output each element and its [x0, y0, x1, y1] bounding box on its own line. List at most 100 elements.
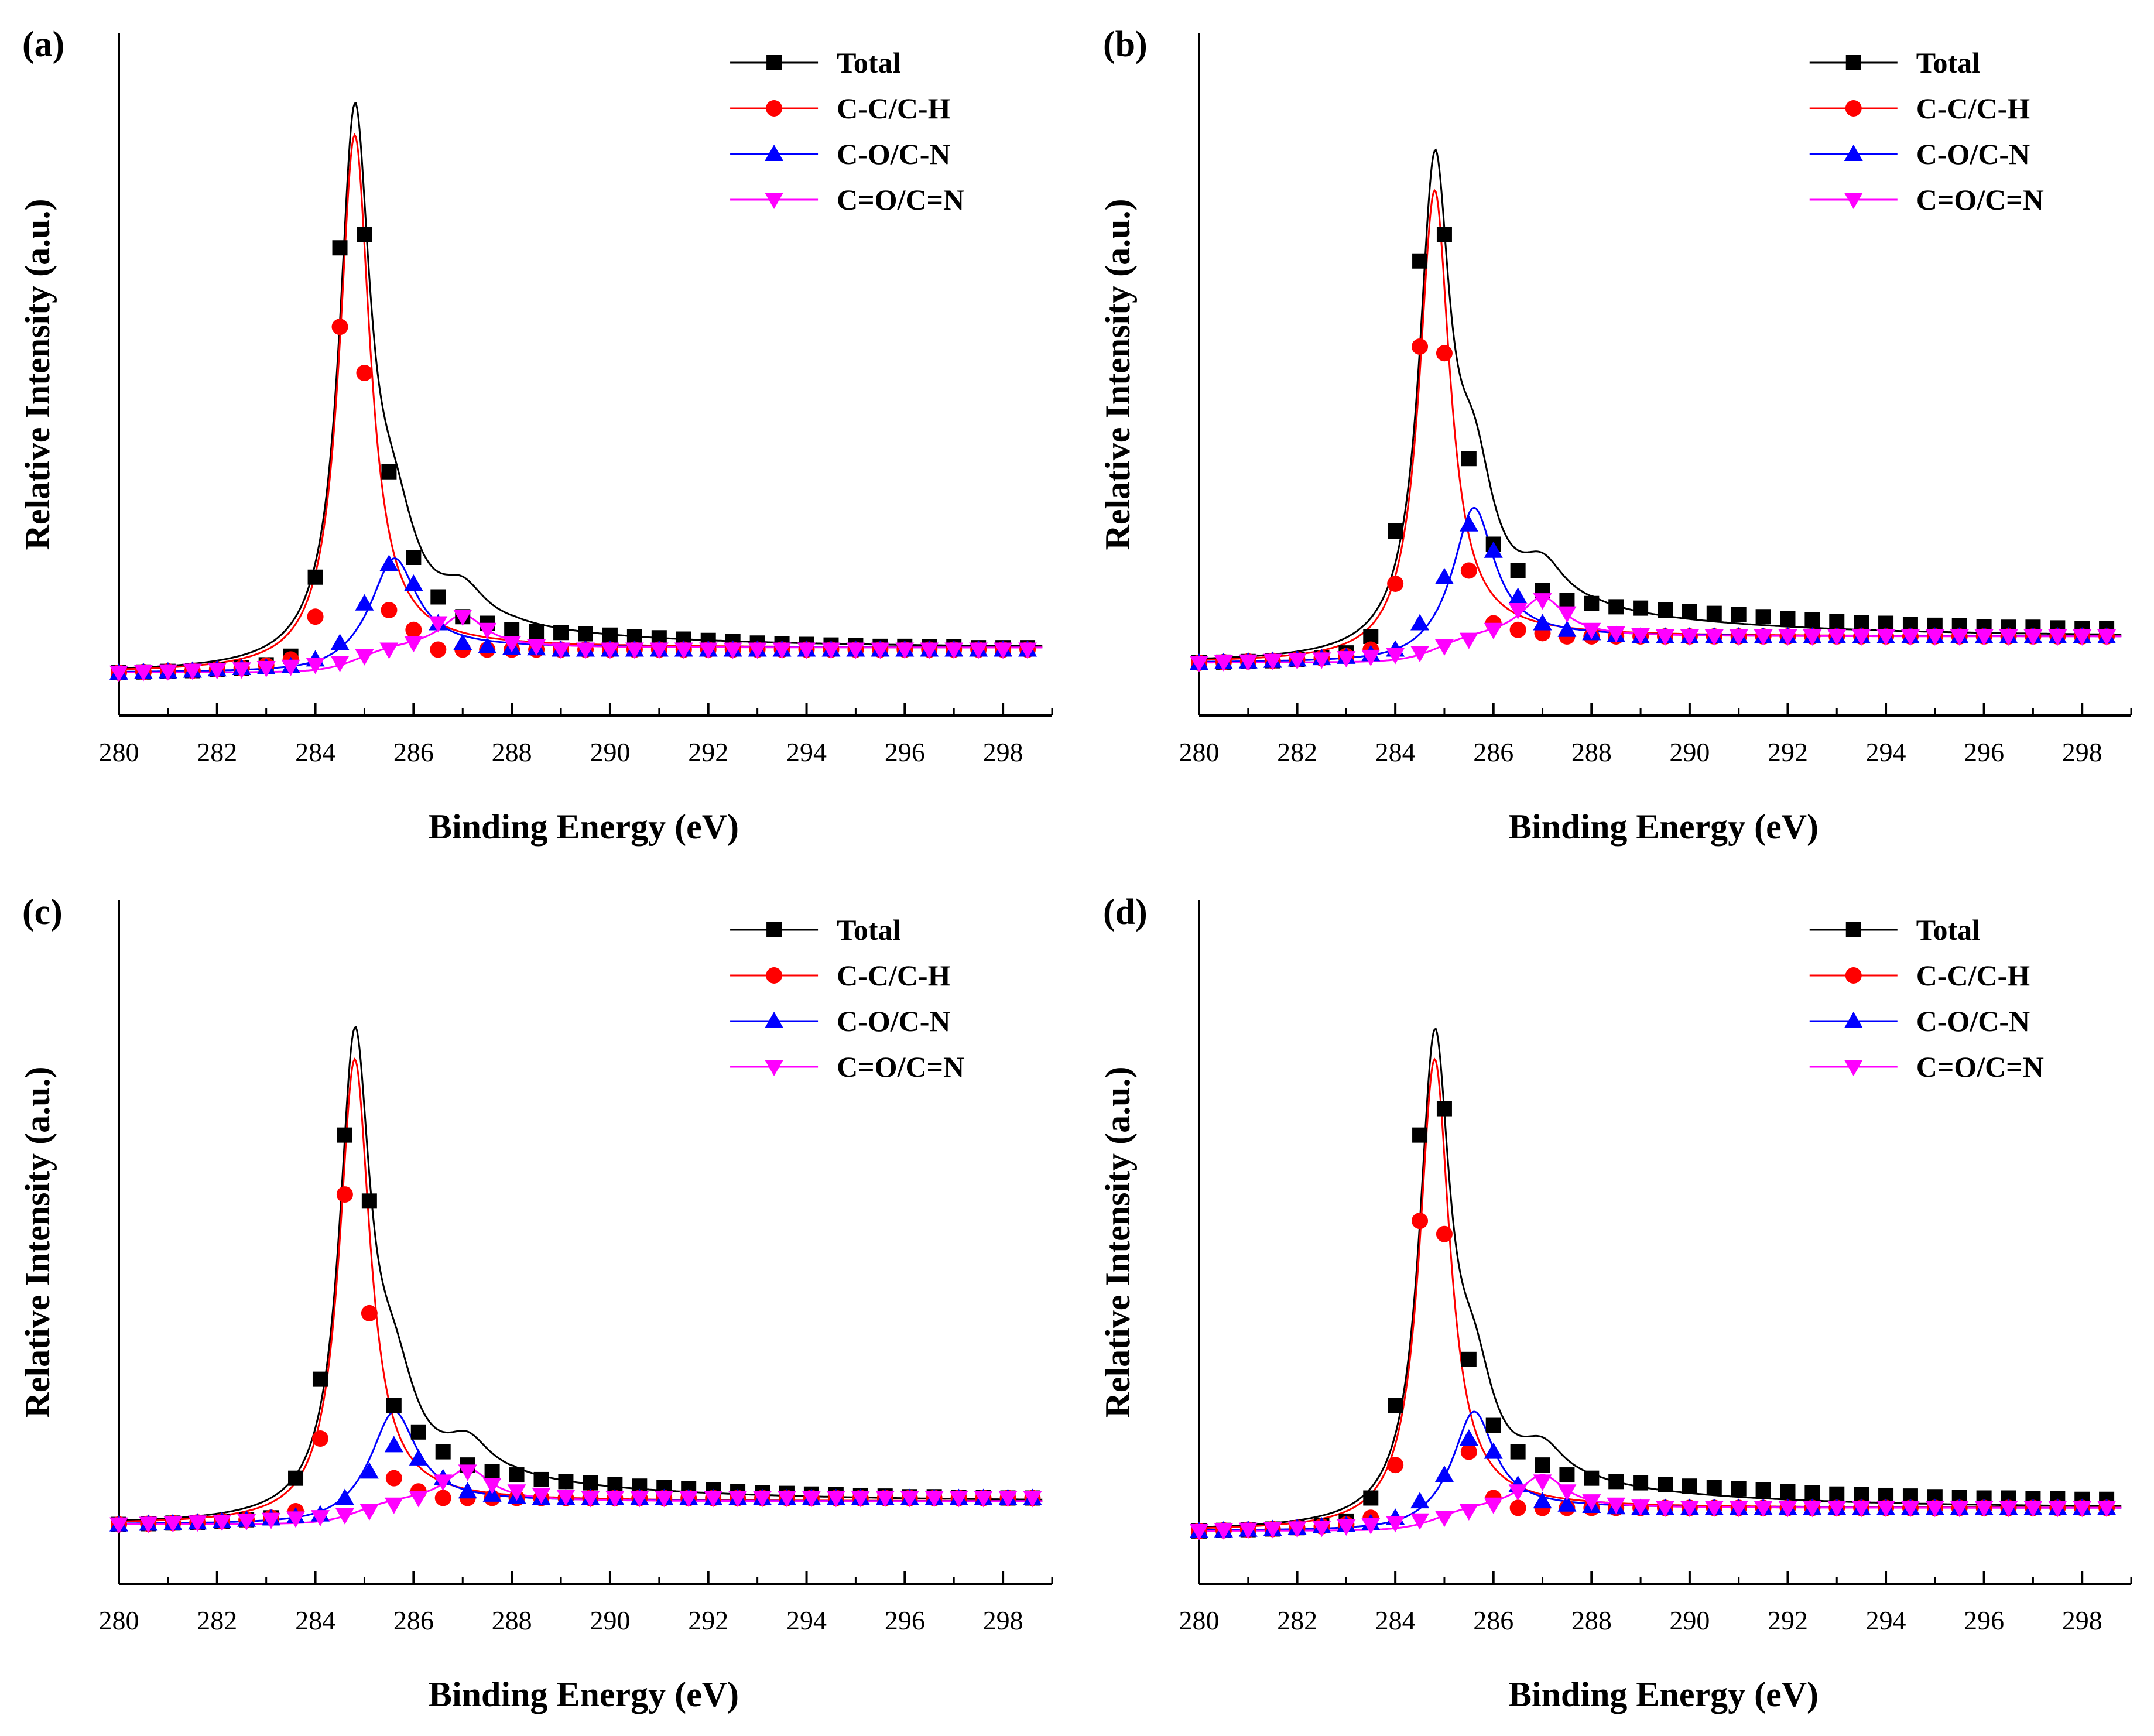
legend-label: C=O/C=N	[837, 183, 964, 216]
x-tick-label: 292	[1768, 1605, 1808, 1635]
data-point-c-o-c-n	[1459, 515, 1478, 532]
data-point-total	[1535, 1457, 1550, 1473]
series-line-total	[118, 1026, 1043, 1522]
data-point-c-o-c-n	[1876, 1501, 1896, 1518]
x-tick-label: 294	[1866, 737, 1906, 767]
legend-marker	[766, 100, 783, 117]
data-point-c-o-c-n	[1533, 614, 1552, 631]
data-point-c-o-c-n	[1484, 541, 1503, 558]
data-point-c-o-c-n	[2023, 629, 2043, 646]
data-point-c-o-c-n	[183, 663, 202, 680]
data-point-total	[1461, 1351, 1477, 1367]
data-point-total	[1706, 1480, 1722, 1495]
legend-label: C=O/C=N	[1916, 183, 2044, 216]
series-line-c-c-c-h	[1199, 1057, 2122, 1529]
data-point-c-o-c-n	[1680, 629, 1699, 646]
data-point-c-o-c-n	[1557, 1495, 1577, 1512]
x-axis-title: Binding Energy (eV)	[429, 1675, 739, 1714]
data-point-c-o-c-n	[1459, 632, 1478, 649]
data-point-c-o-c-n	[1778, 629, 1797, 646]
data-point-c-o-c-n	[1410, 646, 1430, 663]
data-point-total	[1804, 612, 1820, 628]
data-point-c-o-c-n	[1950, 629, 1969, 646]
data-point-total	[1731, 1481, 1747, 1497]
data-point-c-o-c-n	[605, 1491, 625, 1508]
data-point-c-o-c-n	[1876, 629, 1896, 646]
data-point-c-o-c-n	[1607, 1497, 1626, 1514]
data-point-c-o-c-n	[384, 1497, 403, 1514]
legend-marker	[765, 1012, 784, 1028]
data-point-c-o-c-n	[552, 642, 571, 659]
data-point-c-o-c-n	[1827, 1501, 1847, 1518]
data-point-c-o-c-n	[1386, 648, 1405, 665]
data-point-c-o-c-n	[1557, 620, 1577, 637]
data-point-c-o-c-n	[453, 634, 472, 650]
data-point-c-o-c-n	[723, 642, 742, 659]
x-tick-label: 280	[1179, 737, 1220, 767]
data-point-total	[529, 624, 545, 639]
data-point-total	[1682, 604, 1697, 619]
data-point-c-o-c-n	[330, 634, 350, 650]
data-point-c-o-c-n	[969, 642, 988, 659]
data-point-c-o-c-n	[1950, 1501, 1969, 1518]
data-point-c-c-c-h	[381, 602, 398, 618]
x-tick-label: 294	[786, 1605, 827, 1635]
legend-marker	[766, 922, 782, 937]
legend-marker	[766, 55, 782, 70]
data-point-c-c-c-h	[1412, 338, 1429, 355]
data-point-c-o-c-n	[213, 1515, 232, 1532]
x-tick-label: 296	[885, 737, 925, 767]
data-point-c-o-c-n	[797, 642, 816, 659]
data-point-total	[312, 1371, 328, 1387]
y-axis-title: Relative Intensity (a.u.)	[18, 1067, 57, 1418]
x-tick-label: 286	[1473, 737, 1513, 767]
x-tick-label: 292	[1768, 737, 1808, 767]
x-tick-label: 280	[99, 737, 139, 767]
legend-marker	[1844, 193, 1863, 209]
data-point-c-o-c-n	[532, 1487, 551, 1504]
data-point-c-o-c-n	[453, 610, 472, 626]
data-point-total	[1706, 605, 1722, 621]
data-point-c-o-c-n	[2097, 629, 2117, 646]
legend-label: C-C/C-H	[837, 92, 951, 125]
data-point-c-o-c-n	[1533, 593, 1552, 610]
data-point-c-o-c-n	[674, 642, 693, 659]
x-tick-label: 280	[1179, 1605, 1220, 1635]
data-point-c-c-c-h	[1387, 1457, 1404, 1474]
data-point-c-c-c-h	[430, 641, 447, 658]
data-point-c-o-c-n	[655, 1491, 674, 1508]
data-point-c-o-c-n	[109, 1517, 128, 1534]
data-point-c-o-c-n	[1484, 1497, 1503, 1514]
data-point-total	[1608, 1474, 1624, 1490]
x-tick-label: 294	[1866, 1605, 1906, 1635]
y-axis-title: Relative Intensity (a.u.)	[1098, 1067, 1137, 1418]
data-point-c-o-c-n	[502, 636, 522, 653]
panel-label: (b)	[1103, 25, 1148, 64]
x-tick-label: 282	[197, 1605, 237, 1635]
data-point-c-o-c-n	[1190, 656, 1208, 672]
data-point-total	[1780, 611, 1796, 626]
data-point-c-o-c-n	[1582, 1494, 1601, 1511]
data-point-c-c-c-h	[405, 621, 422, 638]
legend-label: C-O/C-N	[837, 1005, 950, 1038]
data-point-c-o-c-n	[478, 636, 497, 653]
chart-panel-b: 280 282 284 286 288 290 292 294 296 298 Binding En…	[1098, 25, 2132, 846]
data-point-c-o-c-n	[1018, 642, 1037, 659]
data-point-total	[410, 1424, 426, 1440]
data-point-c-c-c-h	[311, 1430, 328, 1447]
legend-marker	[1845, 967, 1862, 984]
data-point-c-o-c-n	[409, 1449, 428, 1466]
legend-label: C-O/C-N	[837, 138, 950, 170]
legend-marker	[765, 145, 784, 161]
data-point-total	[1461, 451, 1477, 467]
data-point-c-o-c-n	[404, 574, 423, 591]
data-point-c-o-c-n	[826, 1491, 845, 1508]
legend-label: C-C/C-H	[1916, 92, 2030, 125]
data-point-c-o-c-n	[1900, 629, 1920, 646]
data-point-c-o-c-n	[1999, 629, 2018, 646]
data-point-c-o-c-n	[581, 1491, 600, 1508]
x-tick-label: 298	[983, 737, 1023, 767]
data-point-c-o-c-n	[458, 1482, 477, 1499]
data-point-total	[357, 227, 372, 242]
data-point-c-o-c-n	[1729, 1501, 1748, 1518]
